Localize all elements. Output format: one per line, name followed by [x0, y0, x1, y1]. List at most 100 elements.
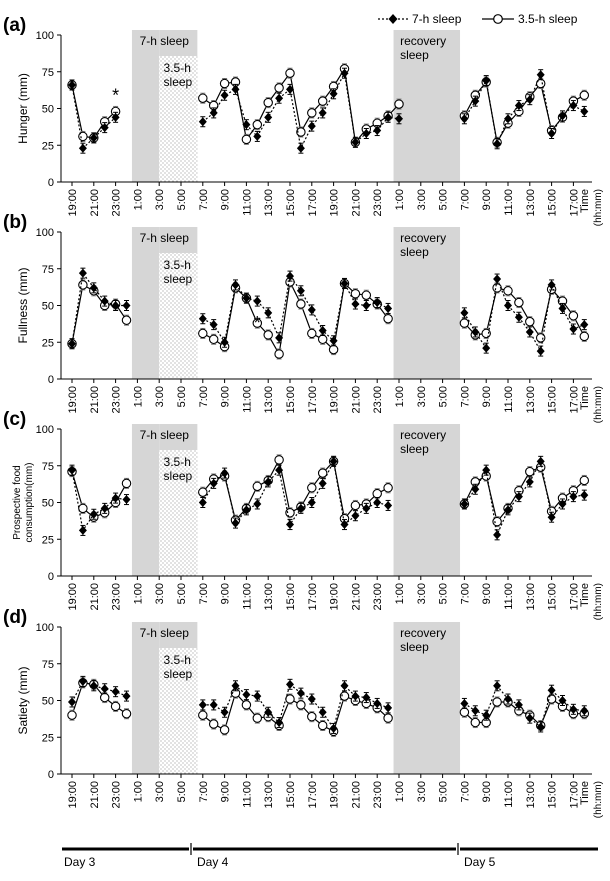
- point-35h-sleep: [67, 710, 77, 720]
- legend-label-35h: 3.5-h sleep: [518, 12, 578, 26]
- x-tick-label: 3:00: [416, 583, 428, 604]
- y-tick-label: 0: [48, 374, 54, 386]
- point-35h-sleep: [383, 483, 393, 493]
- point-35h-sleep: [317, 720, 328, 731]
- point-7h-sleep: [504, 694, 512, 704]
- recovery-label-line1: recovery: [400, 34, 446, 48]
- point-7h-sleep: [460, 499, 469, 509]
- x-tick-label: 7:00: [459, 386, 471, 407]
- x-tick-label: 13:00: [263, 583, 275, 611]
- point-35h-sleep: [307, 711, 317, 722]
- point-7h-sleep: [536, 70, 545, 80]
- point-35h-sleep: [317, 334, 328, 345]
- x-tick-label: 13:00: [525, 781, 537, 809]
- point-35h-sleep: [198, 93, 208, 103]
- x-tick-label: 21:00: [350, 386, 362, 414]
- point-35h-sleep: [285, 68, 295, 78]
- point-35h-sleep: [208, 334, 219, 345]
- sleep-35h-label-line1: 3.5-h: [164, 61, 191, 75]
- point-35h-sleep: [361, 290, 372, 300]
- point-7h-sleep: [78, 676, 87, 686]
- x-tick-label: 3:00: [154, 386, 166, 407]
- point-7h-sleep: [493, 274, 502, 284]
- point-7h-sleep: [362, 301, 371, 310]
- x-tick-label: 21:00: [89, 781, 101, 809]
- point-7h-sleep: [362, 693, 371, 703]
- x-tick-label: 23:00: [111, 386, 123, 414]
- x-tick-label: 11:00: [503, 781, 515, 808]
- point-7h-sleep: [307, 305, 316, 315]
- x-tick-label: 13:00: [263, 189, 275, 217]
- point-7h-sleep: [504, 505, 512, 515]
- point-7h-sleep: [569, 324, 578, 334]
- sleep-35h-label-line1: 3.5-h: [164, 258, 191, 272]
- point-7h-sleep: [482, 465, 491, 475]
- x-tick-label: 13:00: [525, 583, 537, 611]
- series-7h-line: [463, 72, 585, 146]
- x-tick-label: 17:00: [568, 386, 580, 414]
- x-axis-title: Time: [579, 386, 591, 410]
- point-35h-sleep: [328, 344, 339, 355]
- point-7h-sleep: [373, 498, 382, 507]
- x-tick-label: 21:00: [350, 583, 362, 611]
- point-7h-sleep: [89, 509, 98, 519]
- x-tick-label: 1:00: [394, 583, 406, 604]
- panel-letter: (d): [3, 607, 27, 628]
- series-35h-line: [463, 80, 585, 145]
- x-tick-label: 5:00: [176, 189, 188, 210]
- x-tick-label: 7:00: [459, 583, 471, 604]
- point-7h-sleep: [547, 512, 556, 522]
- point-7h-sleep: [471, 706, 480, 716]
- sleep-35h-label-line2: sleep: [164, 75, 193, 89]
- point-7h-sleep: [318, 478, 327, 488]
- point-7h-sleep: [286, 84, 294, 94]
- x-tick-label: 5:00: [176, 781, 188, 802]
- recovery-label-line2: sleep: [400, 245, 429, 259]
- panels: 7-h sleep3.5-hsleeprecoverysleep02550751…: [3, 15, 604, 818]
- x-tick-label: 21:00: [350, 189, 362, 217]
- point-7h-sleep: [525, 95, 534, 105]
- x-tick-label: 11:00: [503, 386, 515, 413]
- x-tick-label: 13:00: [525, 189, 537, 217]
- sleep-35h-block: [159, 450, 198, 576]
- x-tick-label: 17:00: [307, 781, 319, 809]
- day-label-3: Day 3: [64, 855, 96, 869]
- sleep-35h-block: [159, 648, 198, 774]
- recovery-sleep-block: [393, 424, 461, 576]
- y-tick-label: 100: [36, 424, 54, 436]
- x-tick-label: 7:00: [198, 189, 210, 210]
- x-tick-label: 15:00: [285, 583, 297, 611]
- point-7h-sleep: [514, 492, 523, 502]
- x-tick-label: 19:00: [329, 781, 341, 809]
- x-tick-label: 15:00: [547, 386, 559, 414]
- point-35h-sleep: [579, 90, 590, 101]
- point-7h-sleep: [471, 327, 480, 337]
- y-tick-label: 25: [42, 732, 54, 744]
- point-7h-sleep: [307, 121, 316, 131]
- panel-3: 7-h sleep3.5-hsleeprecoverysleep02550751…: [3, 409, 604, 620]
- point-7h-sleep: [580, 106, 589, 116]
- point-35h-sleep: [459, 707, 470, 718]
- series-35h-line: [202, 280, 389, 356]
- x-axis-unit: (hh:mm): [593, 189, 604, 226]
- x-tick-label: 9:00: [220, 583, 232, 604]
- point-7h-sleep: [264, 477, 273, 487]
- panel-1: 7-h sleep3.5-hsleeprecoverysleep02550751…: [3, 15, 604, 226]
- point-7h-sleep: [340, 681, 349, 691]
- x-tick-label: 21:00: [89, 189, 101, 217]
- x-tick-label: 11:00: [241, 386, 253, 413]
- point-35h-sleep: [121, 708, 132, 719]
- sleep-35h-block: [159, 56, 198, 182]
- panel-letter: (c): [3, 409, 26, 430]
- point-35h-sleep: [307, 483, 317, 493]
- point-7h-sleep: [558, 303, 567, 313]
- point-35h-sleep: [307, 328, 317, 339]
- point-7h-sleep: [111, 493, 120, 503]
- point-7h-sleep: [351, 511, 360, 521]
- point-7h-sleep: [395, 114, 403, 124]
- legend-label-7h: 7-h sleep: [412, 12, 462, 26]
- x-tick-label: 21:00: [350, 781, 362, 809]
- x-tick-label: 5:00: [176, 583, 188, 604]
- y-tick-label: 0: [48, 769, 54, 781]
- point-35h-sleep: [274, 349, 284, 359]
